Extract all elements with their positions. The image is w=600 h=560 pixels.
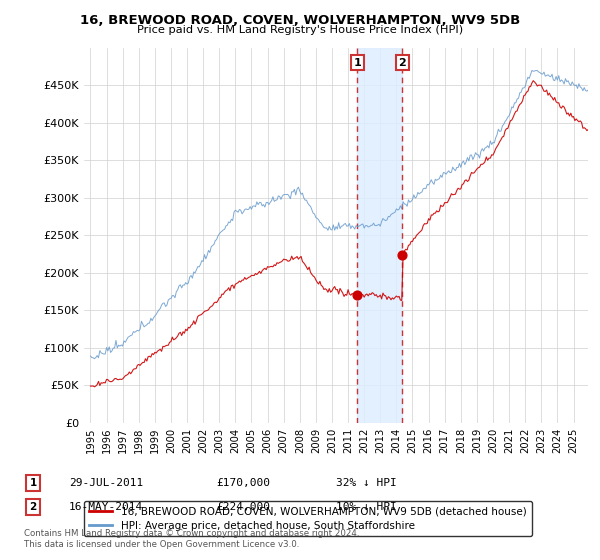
Text: 2: 2 — [398, 58, 406, 68]
Text: 1: 1 — [353, 58, 361, 68]
Text: £170,000: £170,000 — [216, 478, 270, 488]
Bar — [358, 48, 403, 423]
Text: 1: 1 — [29, 478, 37, 488]
Text: Contains HM Land Registry data © Crown copyright and database right 2024.
This d: Contains HM Land Registry data © Crown c… — [24, 529, 359, 549]
Point — [398, 250, 407, 259]
Text: 10% ↓ HPI: 10% ↓ HPI — [336, 502, 397, 512]
Text: 16-MAY-2014: 16-MAY-2014 — [69, 502, 143, 512]
Text: 16, BREWOOD ROAD, COVEN, WOLVERHAMPTON, WV9 5DB: 16, BREWOOD ROAD, COVEN, WOLVERHAMPTON, … — [80, 14, 520, 27]
Text: 29-JUL-2011: 29-JUL-2011 — [69, 478, 143, 488]
Text: £224,000: £224,000 — [216, 502, 270, 512]
Legend: 16, BREWOOD ROAD, COVEN, WOLVERHAMPTON, WV9 5DB (detached house), HPI: Average p: 16, BREWOOD ROAD, COVEN, WOLVERHAMPTON, … — [84, 501, 532, 536]
Text: 2: 2 — [29, 502, 37, 512]
Point — [353, 291, 362, 300]
Text: 32% ↓ HPI: 32% ↓ HPI — [336, 478, 397, 488]
Text: Price paid vs. HM Land Registry's House Price Index (HPI): Price paid vs. HM Land Registry's House … — [137, 25, 463, 35]
